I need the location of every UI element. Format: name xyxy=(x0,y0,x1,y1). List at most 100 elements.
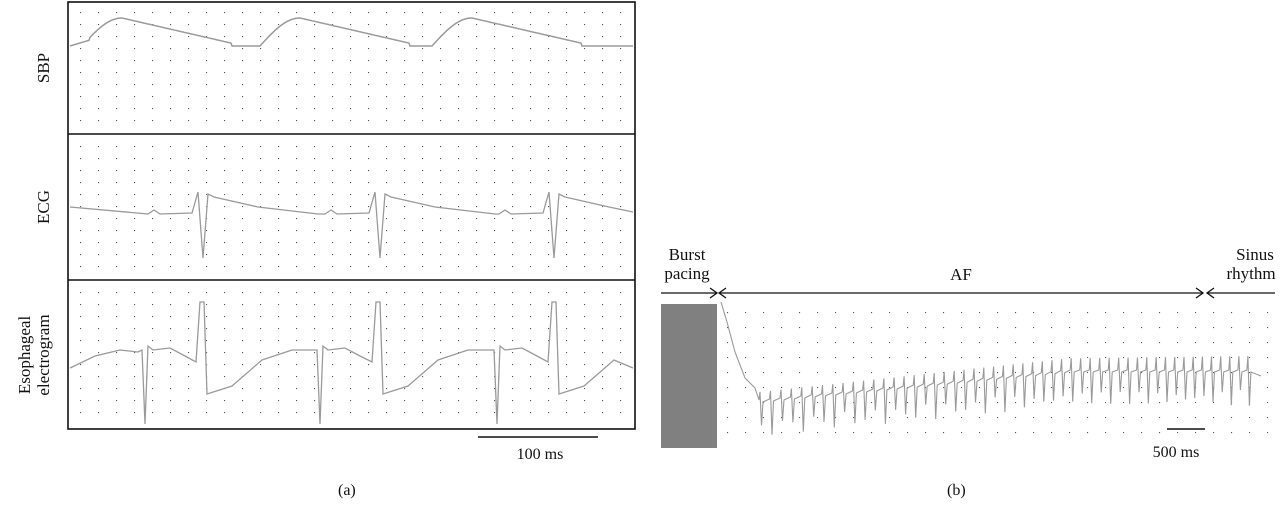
grid-dot xyxy=(476,388,478,390)
grid-dot xyxy=(548,400,550,402)
grid-dot xyxy=(566,328,568,330)
grid-dot xyxy=(188,72,190,74)
grid-dot xyxy=(548,364,550,366)
grid-dot xyxy=(134,12,136,14)
grid-dot xyxy=(368,182,370,184)
grid-dot xyxy=(332,84,334,86)
grid-dot xyxy=(368,352,370,354)
grid-dot xyxy=(548,218,550,220)
grid-dot xyxy=(494,316,496,318)
grid-dot xyxy=(404,316,406,318)
grid-dot xyxy=(925,312,927,314)
grid-dot xyxy=(314,84,316,86)
grid-dot xyxy=(494,340,496,342)
grid-dot xyxy=(602,36,604,38)
grid-dot xyxy=(458,218,460,220)
grid-dot xyxy=(350,158,352,160)
grid-dot xyxy=(440,194,442,196)
grid-dot xyxy=(278,146,280,148)
grid-dot xyxy=(1195,327,1197,329)
grid-dot xyxy=(943,312,945,314)
grid-dot xyxy=(584,292,586,294)
grid-dot xyxy=(242,84,244,86)
grid-dot xyxy=(206,230,208,232)
grid-dot xyxy=(1249,342,1251,344)
grid-dot xyxy=(458,108,460,110)
grid-dot xyxy=(853,312,855,314)
grid-dot xyxy=(871,357,873,359)
grid-dot xyxy=(566,84,568,86)
grid-dot xyxy=(476,412,478,414)
grid-dot xyxy=(260,72,262,74)
grid-dot xyxy=(116,266,118,268)
grid-dot xyxy=(332,400,334,402)
grid-dot xyxy=(332,72,334,74)
grid-dot xyxy=(152,254,154,256)
grid-dot xyxy=(260,182,262,184)
grid-dot xyxy=(440,158,442,160)
grid-dot xyxy=(458,340,460,342)
grid-dot xyxy=(1087,387,1089,389)
grid-dot xyxy=(440,120,442,122)
grid-dot xyxy=(314,340,316,342)
grid-dot xyxy=(1087,312,1089,314)
grid-dot xyxy=(368,60,370,62)
grid-dot xyxy=(584,182,586,184)
grid-dot xyxy=(116,146,118,148)
grid-dot xyxy=(278,242,280,244)
grid-dot xyxy=(979,432,981,434)
grid-dot xyxy=(745,387,747,389)
grid-dot xyxy=(188,328,190,330)
grid-dot xyxy=(476,266,478,268)
grid-dot xyxy=(98,352,100,354)
grid-dot xyxy=(727,342,729,344)
grid-dot xyxy=(188,316,190,318)
grid-dot xyxy=(907,312,909,314)
grid-dot xyxy=(242,230,244,232)
grid-dot xyxy=(440,60,442,62)
grid-dot xyxy=(134,84,136,86)
grid-dot xyxy=(584,400,586,402)
grid-dot xyxy=(494,12,496,14)
grid-dot xyxy=(188,48,190,50)
grid-dot xyxy=(476,12,478,14)
grid-dot xyxy=(152,194,154,196)
grid-dot xyxy=(206,48,208,50)
grid-dot xyxy=(961,432,963,434)
grid-dot xyxy=(152,218,154,220)
grid-dot xyxy=(314,36,316,38)
grid-dot xyxy=(368,218,370,220)
panel-a-grid xyxy=(80,12,622,414)
grid-dot xyxy=(943,372,945,374)
grid-dot xyxy=(494,388,496,390)
grid-dot xyxy=(98,84,100,86)
grid-dot xyxy=(889,387,891,389)
grid-dot xyxy=(799,372,801,374)
grid-dot xyxy=(242,48,244,50)
grid-dot xyxy=(1123,402,1125,404)
grid-dot xyxy=(404,218,406,220)
grid-dot xyxy=(727,312,729,314)
grid-dot xyxy=(763,387,765,389)
grid-dot xyxy=(332,60,334,62)
grid-dot xyxy=(1051,327,1053,329)
grid-dot xyxy=(494,206,496,208)
grid-dot xyxy=(98,12,100,14)
grid-dot xyxy=(98,36,100,38)
grid-dot xyxy=(206,84,208,86)
grid-dot xyxy=(494,108,496,110)
grid-dot xyxy=(170,304,172,306)
grid-dot xyxy=(350,48,352,50)
grid-dot xyxy=(817,327,819,329)
grid-dot xyxy=(224,254,226,256)
grid-dot xyxy=(584,48,586,50)
grid-dot xyxy=(1159,357,1161,359)
grid-dot xyxy=(152,364,154,366)
grid-dot xyxy=(80,316,82,318)
grid-dot xyxy=(1123,357,1125,359)
grid-dot xyxy=(386,108,388,110)
grid-dot xyxy=(296,328,298,330)
grid-dot xyxy=(1141,372,1143,374)
grid-dot xyxy=(404,158,406,160)
grid-dot xyxy=(296,12,298,14)
